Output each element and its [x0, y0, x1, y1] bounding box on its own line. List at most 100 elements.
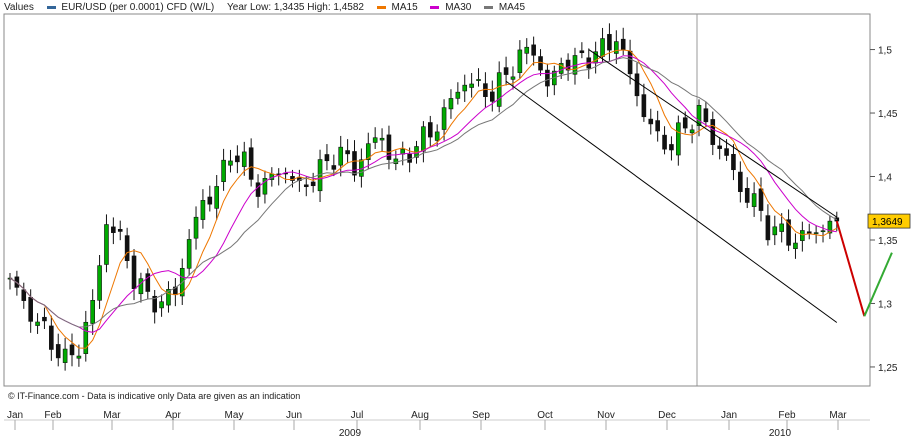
- candle-body: [338, 146, 344, 166]
- candle-body: [717, 145, 722, 149]
- candle-body: [469, 83, 474, 88]
- candle-body: [538, 56, 543, 71]
- copyright-credit: © IT-Finance.com - Data is indicative on…: [8, 391, 301, 401]
- candle-body: [662, 134, 667, 150]
- candle-body: [138, 278, 144, 295]
- candle-body: [820, 230, 826, 233]
- candle-body: [510, 76, 516, 80]
- legend-ma30-swatch: [430, 5, 440, 9]
- candle-body: [503, 67, 509, 75]
- candle-body: [365, 143, 371, 161]
- x-month-label: Mar: [103, 410, 121, 421]
- legend-values-label: Values: [4, 2, 34, 13]
- candle-body: [111, 226, 116, 233]
- candle-body: [758, 188, 764, 211]
- legend-ma15[interactable]: MA15: [376, 0, 418, 16]
- candle-body: [145, 273, 151, 292]
- x-month-label: Dec: [658, 410, 676, 421]
- x-month-label: Oct: [537, 410, 553, 421]
- x-month-label: Nov: [597, 410, 615, 421]
- last-price-label: 1,3649: [872, 217, 903, 228]
- candle-body: [689, 129, 695, 134]
- candle-body: [124, 235, 130, 261]
- candle-body: [379, 137, 385, 141]
- legend-ma30[interactable]: MA30: [430, 0, 471, 16]
- candle-body: [331, 165, 337, 170]
- candle-body: [345, 150, 350, 155]
- candle-body: [221, 159, 226, 182]
- y-tick-label: 1,35: [878, 236, 898, 247]
- candle-body: [462, 84, 468, 92]
- plot-frame: [3, 13, 871, 387]
- x-month-label: Mar: [829, 410, 847, 421]
- candle-body: [42, 316, 47, 322]
- candle-body: [76, 355, 82, 359]
- candle-body: [634, 73, 640, 97]
- candle-body: [827, 220, 833, 234]
- last-price-tag: [867, 213, 911, 229]
- candle-body: [228, 160, 233, 166]
- candle-body: [324, 154, 330, 162]
- candle-body: [607, 34, 612, 51]
- y-tick-label: 1,45: [878, 109, 898, 120]
- x-year-label: 2009: [339, 428, 362, 437]
- y-tick-label: 1,4: [878, 173, 892, 184]
- candle-body: [806, 231, 812, 234]
- candle-body: [104, 224, 109, 265]
- candle-body: [793, 242, 798, 249]
- candle-body: [731, 153, 736, 171]
- x-month-label: Sep: [472, 410, 490, 421]
- x-year-label: 2010: [769, 428, 792, 437]
- candle-body: [517, 49, 523, 73]
- legend-ma45[interactable]: MA45: [484, 0, 525, 16]
- candle-body: [813, 232, 819, 234]
- candle-body: [262, 178, 268, 195]
- candle-body: [545, 69, 550, 87]
- candle-body: [676, 122, 681, 156]
- candle-body: [55, 344, 61, 359]
- legend-ma45-swatch: [484, 5, 494, 9]
- candle-body: [800, 230, 805, 241]
- candle-body: [669, 144, 674, 151]
- candle-body: [303, 184, 309, 188]
- candle-body: [696, 105, 702, 126]
- candle-body: [152, 295, 157, 313]
- candle-body: [214, 186, 219, 209]
- candle-body: [372, 137, 378, 143]
- legend: Values EUR/USD (per 0.0001) CFD (W/L) Ye…: [0, 0, 915, 16]
- candle-body: [441, 107, 447, 130]
- channel-lower-line: [505, 80, 838, 323]
- legend-instrument[interactable]: EUR/USD (per 0.0001) CFD (W/L): [46, 0, 214, 16]
- candle-body: [83, 321, 89, 354]
- candle-body: [765, 215, 771, 241]
- candle-body: [69, 344, 75, 356]
- candle-body: [310, 181, 316, 187]
- candle-body: [131, 255, 137, 290]
- candle-body: [565, 59, 571, 71]
- channel-upper-line: [588, 49, 838, 218]
- candle-body: [97, 265, 102, 301]
- candle-body: [648, 118, 654, 125]
- candle-body: [200, 200, 206, 220]
- x-month-label: Apr: [165, 410, 181, 421]
- x-month-label: Jan: [721, 410, 737, 421]
- candle-body: [90, 300, 95, 324]
- candle-body: [772, 226, 778, 236]
- projection-up-line: [863, 252, 893, 317]
- candle-body: [166, 289, 171, 306]
- legend-ma15-swatch: [376, 5, 386, 9]
- candle-body: [724, 148, 729, 156]
- candle-body: [159, 301, 164, 309]
- candle-body: [620, 38, 626, 51]
- candle-body: [558, 63, 564, 74]
- candle-body: [117, 229, 123, 232]
- candle-body: [241, 151, 247, 167]
- candle-body: [524, 46, 530, 54]
- candle-body: [614, 41, 619, 54]
- x-month-label: Aug: [411, 410, 429, 421]
- y-tick-label: 1,5: [878, 46, 892, 57]
- x-month-label: May: [225, 410, 244, 421]
- candle-body: [235, 155, 240, 163]
